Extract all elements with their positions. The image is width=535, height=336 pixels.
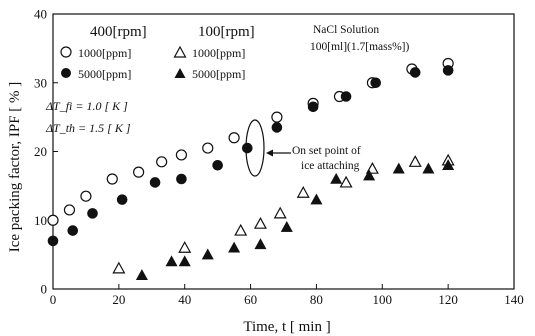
data-point-circle-filled [442, 65, 454, 76]
data-point-triangle-filled [201, 248, 214, 260]
data-point-circle-open [202, 142, 214, 154]
legend-heading-100rpm: 100[rpm] [198, 24, 255, 40]
data-point-circle-filled [67, 225, 79, 236]
legend-heading-400rpm: 400[rpm] [90, 24, 147, 40]
onset-ellipse [245, 119, 265, 177]
x-tick-label: 0 [50, 292, 57, 307]
data-point-circle-filled [47, 235, 59, 247]
y-tick-label: 20 [34, 144, 47, 159]
legend-marker-circle-open [60, 46, 72, 58]
data-marks [47, 57, 455, 281]
data-point-circle-filled [116, 194, 128, 205]
series-4 [135, 159, 455, 281]
legend-label-400-5000: 5000[ppm] [78, 67, 131, 81]
data-point-circle-filled [409, 67, 421, 78]
data-point-circle-filled [370, 77, 382, 89]
data-point-triangle-filled [135, 269, 148, 281]
solution-volume: 100[ml](1.7[mass%]) [310, 41, 409, 53]
data-point-triangle-filled [254, 238, 267, 250]
y-tick-label: 10 [34, 213, 47, 228]
data-point-triangle-filled [228, 241, 241, 253]
data-point-triangle-filled [392, 162, 405, 174]
solution-label: NaCl Solution [313, 24, 379, 36]
data-point-circle-open [63, 204, 76, 216]
data-point-triangle-filled [310, 193, 323, 205]
data-point-circle-filled [87, 208, 98, 219]
condition-dt-th: ΔT_th = 1.5 [ K ] [45, 121, 131, 135]
data-point-triangle-filled [280, 221, 293, 232]
data-point-circle-open [133, 166, 145, 178]
data-point-triangle-open [408, 155, 422, 167]
y-tick-label: 0 [41, 282, 48, 297]
condition-dt-fi: ΔT_fi = 1.0 [ K ] [45, 99, 128, 113]
data-point-triangle-open [273, 206, 287, 219]
data-point-triangle-filled [363, 169, 376, 181]
x-tick-label: 40 [178, 292, 191, 307]
data-point-circle-filled [241, 142, 253, 154]
data-point-circle-filled [271, 122, 283, 133]
data-point-triangle-filled [178, 255, 191, 267]
data-point-triangle-open [339, 175, 353, 188]
x-tick-label: 20 [112, 292, 125, 307]
onset-annotation-line-1: On set point of [292, 145, 361, 157]
y-axis-title: Ice packing factor, IPF [ % ] [7, 82, 23, 253]
legend-marker-circle-filled [61, 68, 71, 78]
x-tick-label: 60 [244, 292, 257, 307]
data-point-circle-open [175, 149, 188, 161]
data-point-triangle-filled [330, 172, 343, 184]
series-2 [47, 65, 454, 247]
data-point-triangle-open [112, 261, 126, 274]
data-point-circle-open [47, 214, 59, 226]
data-point-circle-filled [149, 177, 161, 188]
data-point-triangle-filled [442, 159, 455, 171]
onset-annotation-line-2: ice attaching [301, 160, 360, 172]
x-axis-title: Time, t [ min ] [243, 319, 330, 335]
x-tick-label: 140 [504, 292, 524, 307]
data-point-triangle-open [234, 223, 248, 236]
data-point-circle-filled [176, 173, 187, 185]
data-point-triangle-filled [422, 162, 435, 174]
data-point-circle-filled [212, 159, 223, 171]
data-point-circle-open [80, 190, 92, 202]
y-tick-label: 30 [34, 75, 47, 90]
x-tick-label: 80 [310, 292, 323, 307]
legend-marker-triangle-filled [174, 68, 186, 78]
legend: 400[rpm] 100[rpm] 1000[ppm] 5000[ppm] 10… [60, 24, 255, 81]
data-point-circle-filled [340, 91, 352, 102]
y-tick-label: 40 [34, 7, 47, 22]
data-point-circle-open [106, 173, 118, 185]
legend-label-100-1000: 1000[ppm] [192, 46, 245, 60]
data-point-circle-open [271, 111, 283, 123]
ticks: 0 20 40 60 80 100 120 140 0 10 20 30 40 [34, 7, 524, 308]
data-point-triangle-open [178, 241, 192, 253]
data-point-triangle-open [296, 186, 310, 198]
data-point-triangle-open [253, 216, 267, 229]
data-point-circle-open [228, 132, 240, 144]
onset-arrow-head [266, 149, 273, 157]
legend-label-100-5000: 5000[ppm] [192, 67, 245, 81]
data-point-triangle-filled [165, 255, 178, 267]
data-point-circle-filled [307, 101, 319, 113]
data-point-circle-open [156, 156, 168, 168]
x-tick-label: 120 [438, 292, 458, 307]
legend-marker-triangle-open [173, 45, 187, 58]
x-tick-label: 100 [373, 292, 393, 307]
legend-label-400-1000: 1000[ppm] [78, 46, 131, 60]
